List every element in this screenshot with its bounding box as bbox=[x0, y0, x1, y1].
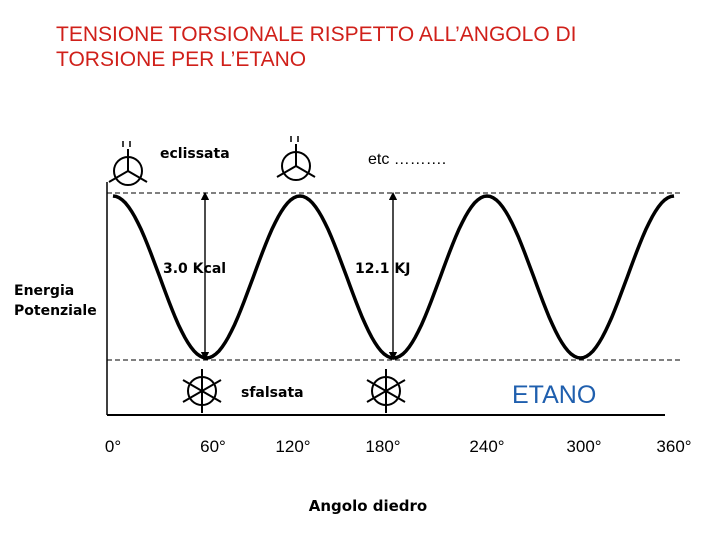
eclipsed-newman-icon bbox=[108, 140, 148, 186]
x-axis-label: Angolo diedro bbox=[309, 497, 428, 515]
chart-title: TENSIONE TORSIONALE RISPETTO ALL’ANGOLO … bbox=[56, 22, 696, 72]
eclipsed-label: eclissata bbox=[160, 146, 230, 162]
x-tick-120: 120° bbox=[275, 437, 310, 456]
molecule-label: ETANO bbox=[512, 381, 596, 409]
barrier-kj-label: 12.1 KJ bbox=[355, 261, 410, 277]
title-line-1: TENSIONE TORSIONALE RISPETTO ALL’ANGOLO … bbox=[56, 23, 577, 46]
staggered-newman-icon-2 bbox=[366, 368, 406, 414]
staggered-label: sfalsata bbox=[241, 385, 304, 401]
staggered-newman-icon bbox=[182, 368, 222, 414]
etc-label: etc ………. bbox=[368, 151, 446, 168]
x-tick-240: 240° bbox=[469, 437, 504, 456]
x-tick-180: 180° bbox=[365, 437, 400, 456]
x-tick-60: 60° bbox=[200, 437, 226, 456]
y-axis-label-line-1: Energia bbox=[14, 283, 74, 299]
x-tick-300: 300° bbox=[566, 437, 601, 456]
title-line-2: TORSIONE PER L’ETANO bbox=[56, 48, 307, 71]
barrier-kcal-label: 3.0 Kcal bbox=[163, 261, 226, 277]
eclipsed-newman-icon-2 bbox=[276, 135, 316, 181]
y-axis-label-line-2: Potenziale bbox=[14, 303, 97, 319]
x-tick-0: 0° bbox=[105, 437, 121, 456]
x-tick-360: 360° bbox=[656, 437, 691, 456]
